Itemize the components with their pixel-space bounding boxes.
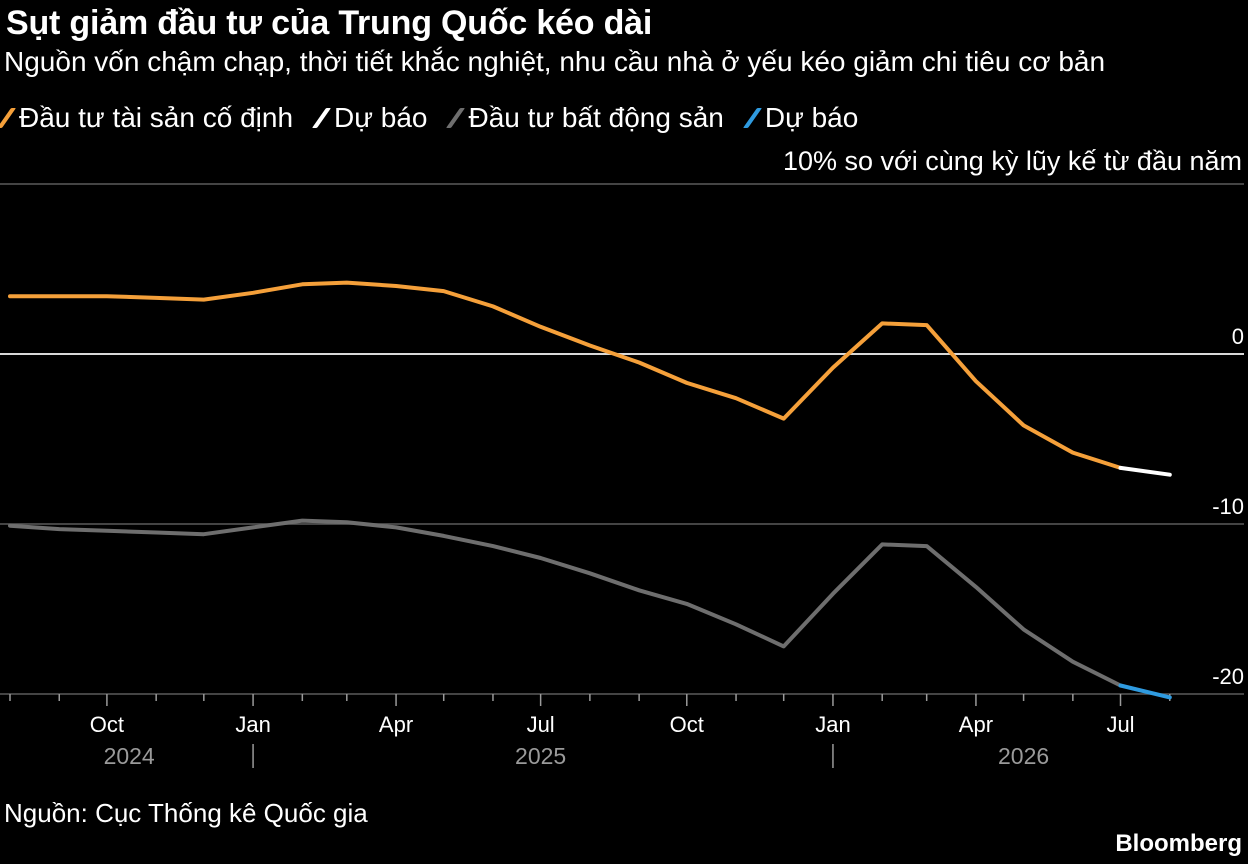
- x-tick-label: Oct: [90, 712, 124, 737]
- y-tick-label: -10: [1212, 494, 1244, 519]
- chart-subtitle: Nguồn vốn chậm chạp, thời tiết khắc nghi…: [4, 46, 1106, 77]
- series-line-2: [8, 518, 1123, 688]
- legend-item-forecast-white: Dự báo: [312, 102, 428, 134]
- legend-item-fixed-asset: Đầu tư tài sản cố định: [0, 102, 294, 134]
- x-tick-label: Apr: [959, 712, 993, 737]
- legend-label: Đầu tư bất động sản: [468, 102, 724, 133]
- bloomberg-logo: Bloomberg: [1115, 830, 1242, 857]
- y-axis-unit-label: 10% so với cùng kỳ lũy kế từ đầu năm: [783, 146, 1242, 176]
- y-tick-label: 0: [1232, 324, 1244, 349]
- year-label: 2025: [515, 743, 566, 769]
- x-tick-label: Apr: [379, 712, 413, 737]
- legend: Đầu tư tài sản cố định Dự báo Đầu tư bất…: [0, 102, 859, 134]
- legend-label: Dự báo: [334, 102, 428, 133]
- x-tick-label: Jan: [235, 712, 270, 737]
- year-label: 2024: [104, 743, 155, 769]
- y-tick-label: -20: [1212, 664, 1244, 689]
- legend-item-forecast-blue: Dự báo: [742, 102, 859, 134]
- x-tick-label: Oct: [670, 712, 704, 737]
- legend-item-property: Đầu tư bất động sản: [446, 102, 724, 134]
- x-tick-label: Jul: [527, 712, 555, 737]
- x-tick-label: Jan: [815, 712, 850, 737]
- source-note: Nguồn: Cục Thống kê Quốc gia: [4, 798, 368, 828]
- series-line-0: [8, 280, 1123, 470]
- legend-label: Đầu tư tài sản cố định: [19, 102, 294, 133]
- series-line-3: [1118, 683, 1172, 700]
- legend-label: Dự báo: [764, 102, 859, 133]
- series-line-1: [1118, 465, 1172, 477]
- chart-title: Sụt giảm đầu tư của Trung Quốc kéo dài: [6, 4, 653, 42]
- x-tick-label: Jul: [1106, 712, 1134, 737]
- year-label: 2026: [998, 743, 1049, 769]
